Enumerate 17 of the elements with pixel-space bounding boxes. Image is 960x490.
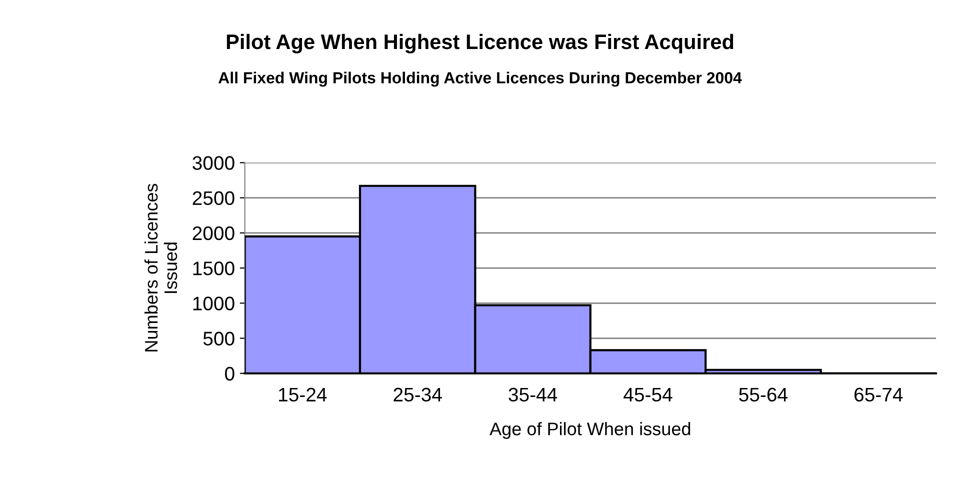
x-tick-label: 45-54 <box>624 388 672 402</box>
chart-subtitle: All Fixed Wing Pilots Holding Active Licences During December 2004 <box>218 72 742 87</box>
chart-title: Pilot Age When Highest Licence was First Acquired <box>226 34 734 54</box>
y-tick-label: 500 <box>203 332 234 346</box>
x-tick-label: 35-44 <box>508 388 558 402</box>
x-tick-label: 65-74 <box>854 388 903 402</box>
y-tick-label: 0 <box>225 366 234 381</box>
y-tick-label: 2500 <box>192 191 234 206</box>
x-tick-label: 25-34 <box>394 388 442 402</box>
x-axis-title: Age of Pilot When issued <box>490 422 690 439</box>
y-tick-label: 1500 <box>193 262 234 276</box>
x-tick-label: 55-64 <box>739 388 788 402</box>
y-axis-title: Numbers of Licences Issued <box>144 184 178 352</box>
y-tick-label: 3000 <box>192 156 234 170</box>
y-tick-label: 2000 <box>192 226 234 240</box>
x-tick-label: 15-24 <box>279 388 327 402</box>
y-tick-label: 1000 <box>193 296 234 310</box>
